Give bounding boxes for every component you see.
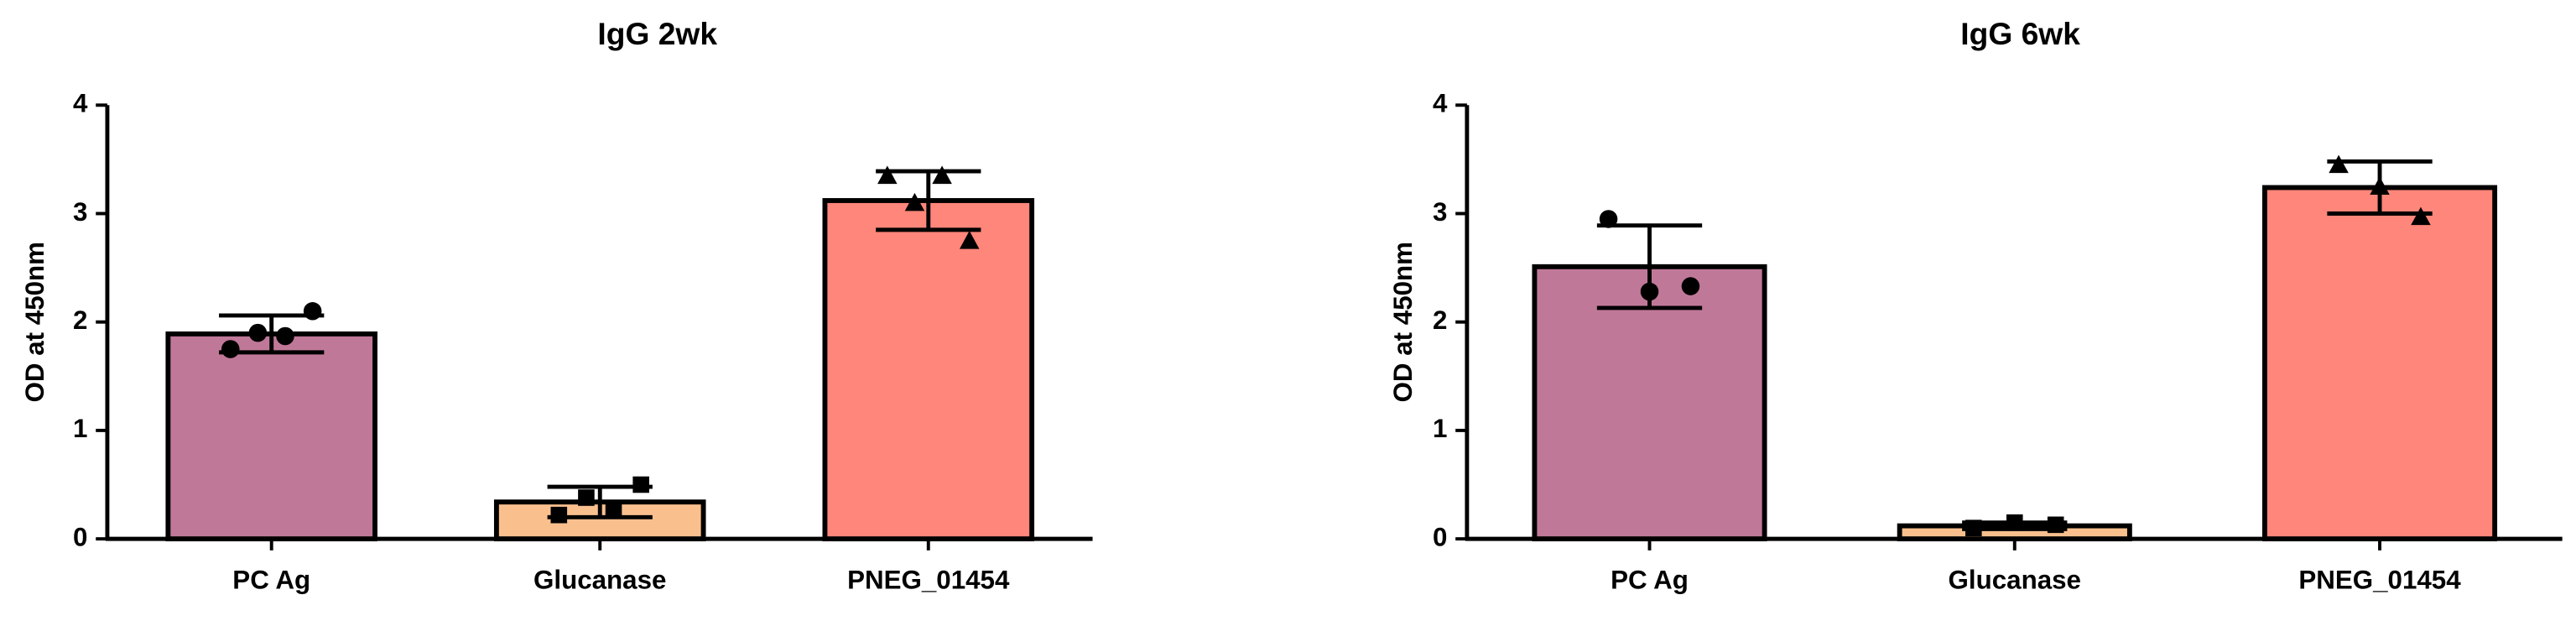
data-point bbox=[877, 165, 898, 185]
data-point bbox=[2006, 514, 2023, 531]
y-tick-label: 2 bbox=[1433, 305, 1447, 335]
data-point bbox=[2329, 154, 2349, 174]
data-point bbox=[1965, 519, 1982, 536]
y-tick-label: 1 bbox=[73, 414, 87, 443]
data-point bbox=[1599, 210, 1618, 228]
y-tick-label: 3 bbox=[73, 197, 87, 227]
data-point bbox=[2047, 516, 2064, 534]
y-tick-label: 1 bbox=[1433, 414, 1447, 443]
y-tick-label: 0 bbox=[1433, 522, 1447, 551]
y-tick-label: 4 bbox=[73, 89, 88, 118]
data-point bbox=[221, 340, 240, 358]
data-point bbox=[2411, 206, 2431, 226]
chart: IgG 6wk OD at 450nm 0 1 2 3 4 PC Ag Glucanase PNE… bbox=[1388, 16, 2563, 594]
data-point bbox=[1640, 282, 1659, 301]
data-point bbox=[904, 192, 925, 211]
x-tick-label: PC Ag bbox=[1611, 565, 1689, 594]
chart-title: IgG 6wk bbox=[1960, 16, 2080, 51]
bar bbox=[2261, 185, 2498, 542]
chart: IgG 2wk OD at 450nm 0 1 2 3 4 PC Ag Glucanase PNE… bbox=[20, 16, 1093, 594]
data-point bbox=[550, 506, 568, 524]
chart-title: IgG 2wk bbox=[597, 16, 717, 51]
y-axis-label: OD at 450nm bbox=[20, 242, 49, 402]
data-point bbox=[932, 165, 952, 185]
bar bbox=[165, 331, 377, 542]
x-tick-label: PNEG_01454 bbox=[2298, 565, 2461, 594]
bar bbox=[822, 198, 1035, 542]
y-tick-label: 2 bbox=[73, 305, 87, 335]
data-point bbox=[959, 231, 980, 249]
x-tick-label: Glucanase bbox=[533, 565, 666, 594]
data-point bbox=[605, 500, 622, 517]
x-tick-label: Glucanase bbox=[1949, 565, 2081, 594]
y-tick-label: 3 bbox=[1433, 197, 1447, 227]
y-tick-label: 4 bbox=[1433, 89, 1448, 118]
data-point bbox=[578, 489, 595, 506]
bar bbox=[1532, 264, 1767, 542]
data-point bbox=[632, 476, 649, 493]
data-point bbox=[1681, 277, 1700, 295]
data-point bbox=[2370, 176, 2390, 195]
data-point bbox=[276, 326, 294, 346]
y-axis-label: OD at 450nm bbox=[1388, 242, 1418, 402]
x-tick-label: PC Ag bbox=[232, 565, 310, 594]
data-point bbox=[248, 323, 268, 342]
y-tick-label: 0 bbox=[73, 522, 87, 551]
x-tick-label: PNEG_01454 bbox=[847, 565, 1010, 594]
data-point bbox=[303, 302, 322, 321]
